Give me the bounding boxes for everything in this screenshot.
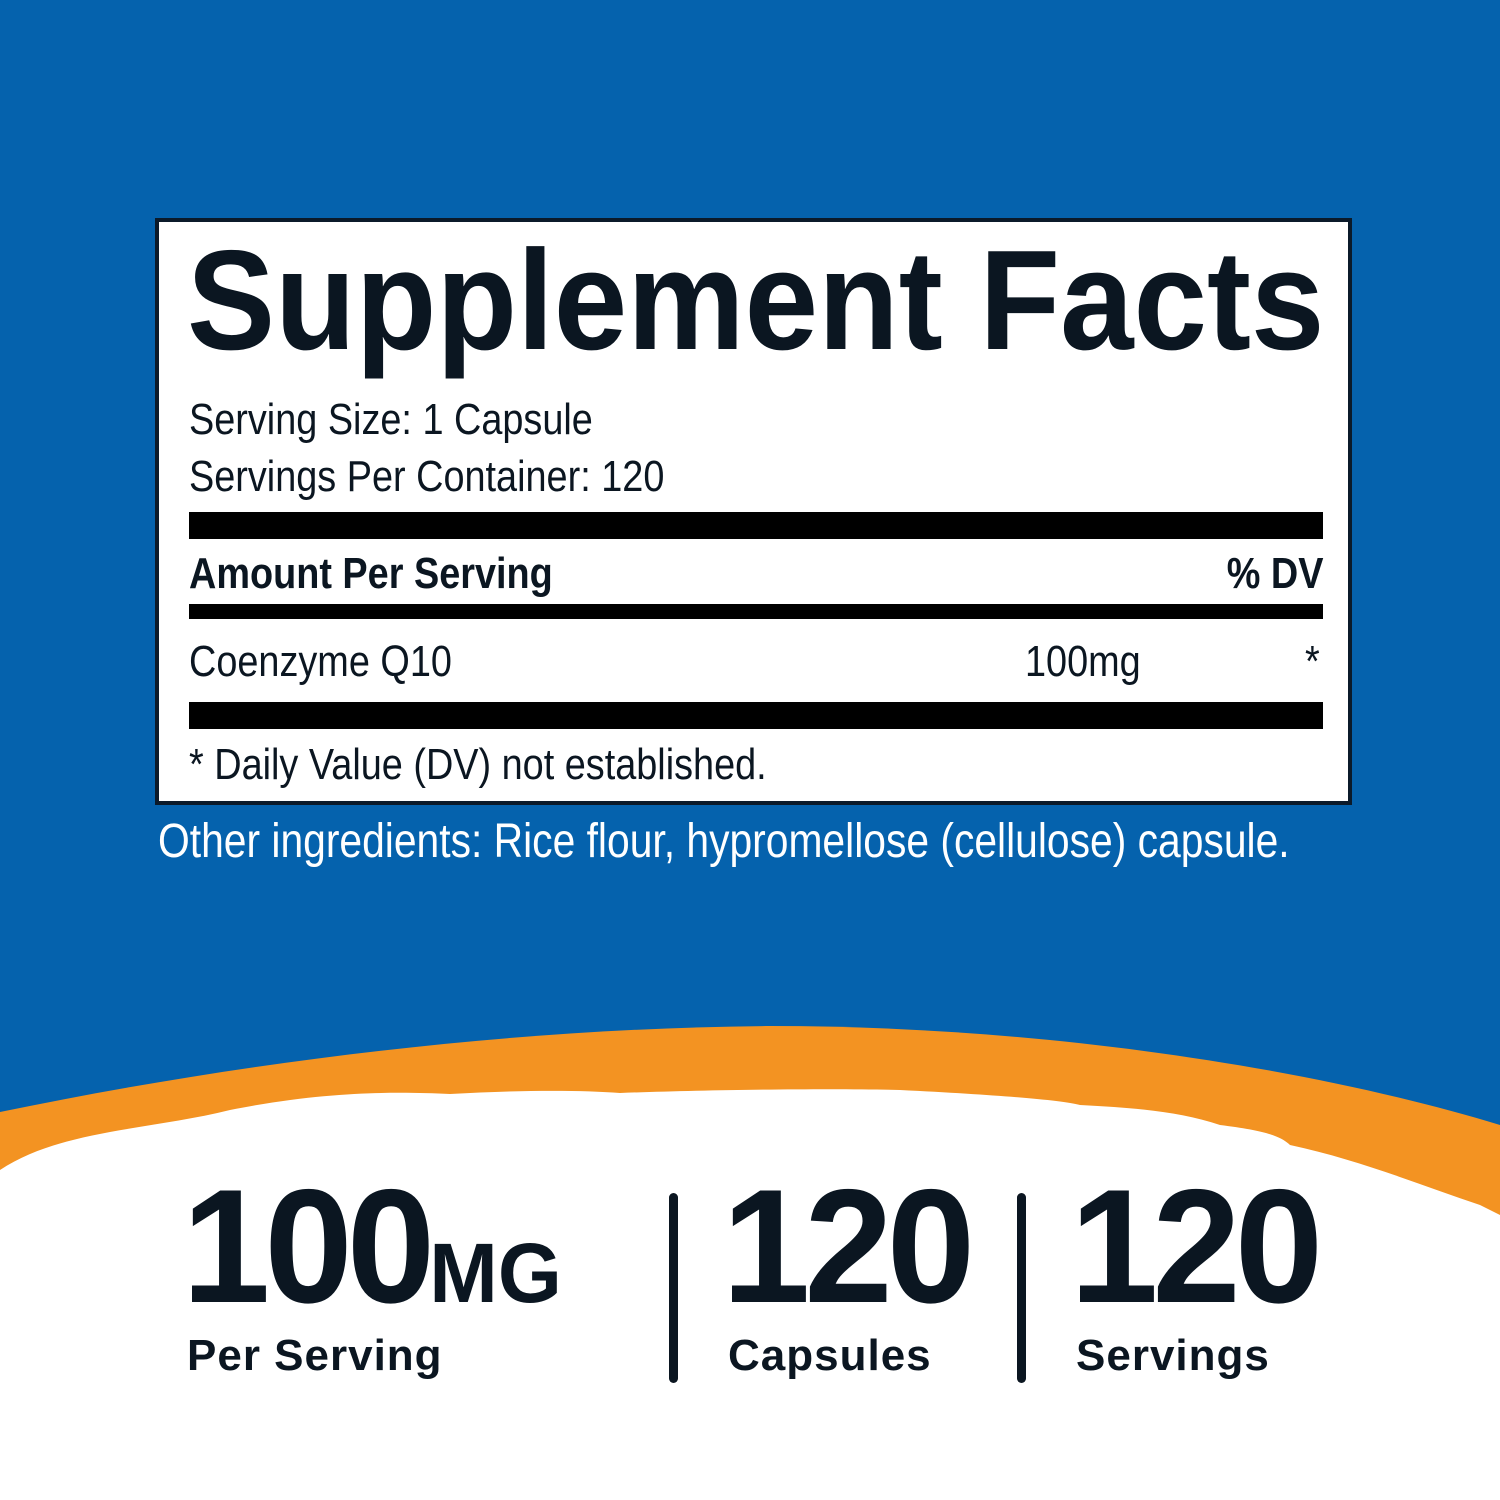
medium-divider — [189, 604, 1323, 619]
stat-label: Capsules — [728, 1331, 932, 1380]
ingredient-dv: * — [1305, 637, 1320, 686]
white-bottom-area — [0, 1089, 1500, 1500]
vertical-divider — [1017, 1193, 1026, 1383]
thick-divider — [189, 702, 1323, 729]
serving-size: Serving Size: 1 Capsule — [189, 395, 593, 444]
other-ingredients: Other ingredients: Rice flour, hypromell… — [158, 815, 1290, 868]
stat-unit: MG — [429, 1226, 562, 1320]
stat-value: 100MG — [182, 1156, 562, 1337]
stat-label: Per Serving — [187, 1331, 443, 1380]
panel-title: Supplement Facts — [187, 221, 1325, 380]
vertical-divider — [669, 1193, 678, 1383]
ingredient-name: Coenzyme Q10 — [189, 637, 452, 686]
ingredient-amount: 100mg — [1025, 637, 1141, 686]
header-daily-value: % DV — [1226, 549, 1323, 598]
stat-value: 120 — [1070, 1156, 1323, 1337]
header-amount-per-serving: Amount Per Serving — [189, 549, 553, 598]
stat-value: 120 — [722, 1156, 975, 1337]
supplement-facts-panel: Supplement Facts Serving Size: 1 Capsule… — [155, 218, 1352, 805]
thick-divider — [189, 512, 1323, 539]
servings-per-container: Servings Per Container: 120 — [189, 452, 665, 501]
stat-label: Servings — [1076, 1331, 1270, 1380]
footnote: * Daily Value (DV) not established. — [189, 740, 767, 789]
